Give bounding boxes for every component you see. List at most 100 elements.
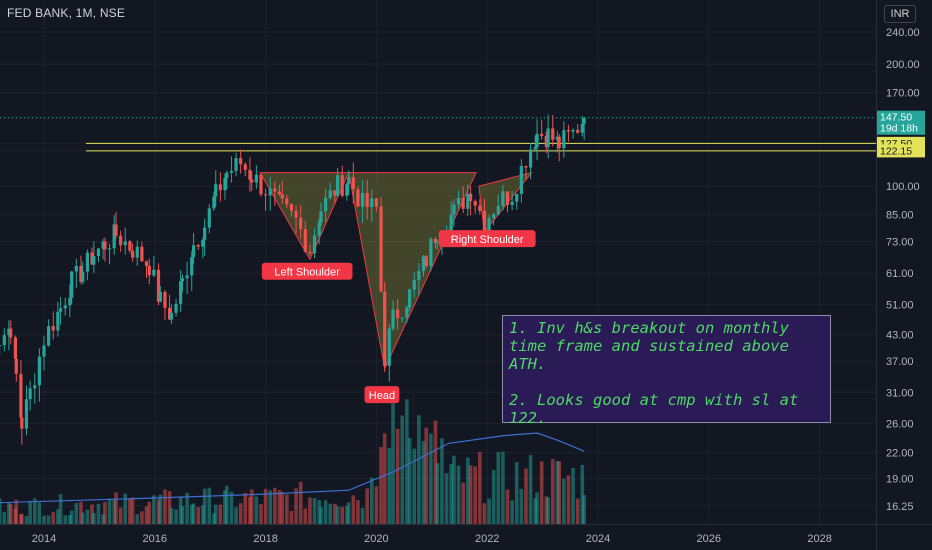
volume-bar — [382, 433, 387, 524]
candle-body — [90, 252, 94, 265]
volume-bar — [212, 513, 216, 524]
candle-body — [70, 271, 74, 298]
volume-bar — [201, 505, 205, 524]
analysis-note[interactable]: 1. Inv h&s breakout on monthly time fram… — [502, 315, 831, 427]
candle-body — [0, 345, 2, 347]
candle-body — [268, 188, 272, 196]
volume-bar — [63, 515, 68, 524]
volume-bar — [335, 506, 340, 524]
volume-bar — [351, 495, 356, 524]
candle-body — [519, 166, 523, 194]
candle-body — [319, 211, 323, 223]
candle-body — [505, 191, 510, 205]
candle-body — [147, 265, 151, 276]
candle-body — [576, 129, 580, 133]
volume-bar — [24, 515, 29, 524]
time-tick: 2014 — [32, 533, 56, 545]
volume-bar — [424, 427, 429, 524]
candle-body — [107, 248, 112, 250]
price-label-bg — [877, 110, 925, 135]
candle-body — [85, 252, 89, 272]
volume-bar — [346, 502, 351, 524]
price-label: 122.15 — [880, 145, 912, 157]
candle-body — [24, 399, 29, 429]
candle-body — [468, 193, 473, 202]
candle-body — [74, 265, 78, 272]
volume-bar — [440, 438, 444, 524]
candle-body — [196, 245, 200, 247]
candle-body — [456, 198, 461, 205]
volume-bar — [135, 514, 140, 524]
volume-bar — [58, 494, 63, 524]
countdown-label: 19d 18h — [880, 123, 918, 135]
volume-bar — [37, 502, 42, 524]
volume-bar — [323, 500, 328, 524]
price-tick: 85.00 — [886, 210, 914, 222]
volume-bar — [501, 451, 505, 524]
volume-bar — [303, 508, 308, 524]
candle-body — [13, 337, 17, 359]
candle-body — [201, 240, 205, 247]
candle-body — [264, 194, 268, 196]
candle-body — [33, 385, 37, 389]
currency-button[interactable]: INR — [884, 5, 916, 23]
volume-bar — [535, 492, 539, 524]
volume-bar — [487, 498, 491, 524]
volume-bar — [263, 488, 268, 524]
candle-body — [135, 246, 139, 258]
candle-body — [324, 197, 328, 212]
volume-bar — [562, 478, 566, 524]
price-tick: 61.00 — [886, 268, 914, 280]
volume-bar — [452, 455, 456, 524]
pattern-labels: Left Shoulder Head Right Shoulder — [261, 230, 536, 404]
volume-bar — [20, 513, 24, 524]
candle-body — [20, 417, 24, 429]
volume-bar — [482, 503, 487, 524]
candle-body — [254, 174, 258, 183]
time-tick: 2024 — [586, 533, 610, 545]
volume-bar — [298, 481, 303, 524]
symbol-title[interactable]: FED BANK, 1M, NSE — [7, 6, 126, 20]
candle-body — [81, 271, 85, 282]
candle-body — [190, 257, 194, 276]
volume-bar — [259, 504, 263, 524]
candle-body — [340, 175, 344, 196]
candle-body — [544, 135, 548, 147]
candle-body — [212, 196, 216, 209]
volume-bar — [473, 466, 477, 524]
volume-bar — [202, 488, 207, 524]
volume-bar — [449, 463, 453, 524]
candle-body — [356, 189, 360, 207]
candle-body — [214, 184, 218, 197]
volume-bar — [478, 451, 482, 524]
candle-body — [14, 358, 18, 374]
volume-bar — [519, 488, 524, 524]
volume-bar — [103, 501, 107, 524]
volume-bars — [0, 399, 586, 524]
volume-bar — [196, 506, 200, 524]
candle-body — [308, 251, 312, 254]
volume-bar — [178, 496, 183, 524]
volume-bar — [528, 455, 533, 524]
candle-body — [424, 256, 428, 267]
volume-bar — [130, 497, 135, 524]
candle-body — [207, 208, 211, 228]
price-tick: 170.00 — [886, 88, 920, 100]
volume-bar — [85, 509, 90, 524]
candle-body — [345, 183, 349, 196]
price-tick: 19.00 — [886, 473, 914, 485]
candle-body — [546, 128, 550, 147]
candle-body — [7, 328, 11, 336]
candle-body — [370, 198, 374, 208]
note-line-2: 2. Looks good at cmp with sl at 122. — [509, 391, 799, 427]
volume-bar — [461, 482, 465, 524]
candle-body — [466, 193, 470, 209]
candle-body — [19, 373, 23, 418]
volume-bar — [277, 490, 282, 524]
candle-body — [299, 217, 303, 229]
candle-body — [501, 191, 505, 206]
volume-bar — [234, 507, 238, 524]
volume-bar — [158, 494, 163, 524]
